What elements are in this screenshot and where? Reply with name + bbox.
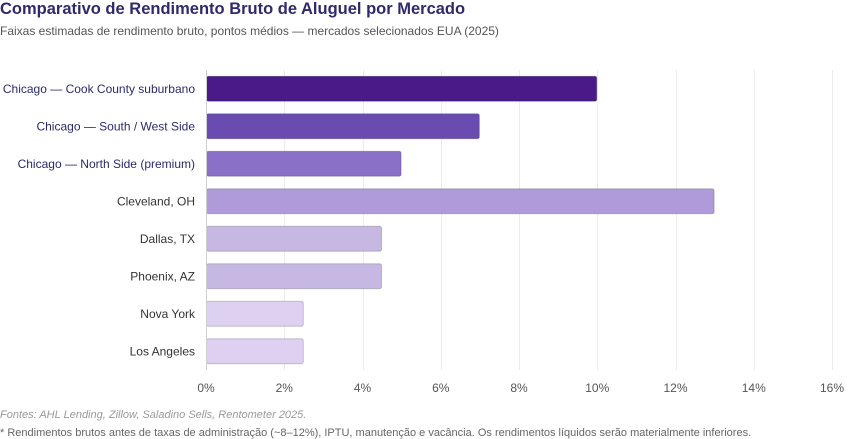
source-note: Fontes: AHL Lending, Zillow, Saladino Se… — [0, 409, 307, 421]
bar[interactable] — [206, 263, 383, 290]
category-label: Dallas, TX — [140, 232, 195, 246]
category-label: Phoenix, AZ — [130, 269, 195, 283]
x-tick-label: 10% — [585, 381, 609, 395]
x-tick-label: 14% — [742, 381, 766, 395]
x-tick-label: 2% — [276, 381, 294, 395]
x-tick-label: 16% — [820, 381, 844, 395]
chart-subtitle: Faixas estimadas de rendimento bruto, po… — [0, 24, 499, 38]
x-tick-label: 8% — [510, 381, 528, 395]
bar[interactable] — [206, 300, 304, 327]
bar[interactable] — [206, 338, 304, 365]
x-tick-label: 6% — [432, 381, 450, 395]
bar[interactable] — [206, 75, 598, 102]
chart-title: Comparativo de Rendimento Bruto de Alugu… — [0, 0, 466, 18]
x-tick-label: 12% — [663, 381, 687, 395]
bar[interactable] — [206, 150, 402, 177]
category-label: Los Angeles — [130, 344, 195, 358]
category-label: Chicago — Cook County suburbano — [3, 82, 195, 96]
category-label: Chicago — North Side (premium) — [18, 157, 195, 171]
disclaimer-note: * Rendimentos brutos antes de taxas de a… — [0, 427, 752, 439]
bar[interactable] — [206, 225, 383, 252]
bar[interactable] — [206, 113, 480, 140]
category-label: Cleveland, OH — [117, 194, 195, 208]
category-label: Chicago — South / West Side — [36, 119, 195, 133]
x-tick-label: 0% — [197, 381, 215, 395]
x-tick-label: 4% — [354, 381, 372, 395]
bar[interactable] — [206, 188, 715, 215]
category-label: Nova York — [140, 307, 196, 321]
